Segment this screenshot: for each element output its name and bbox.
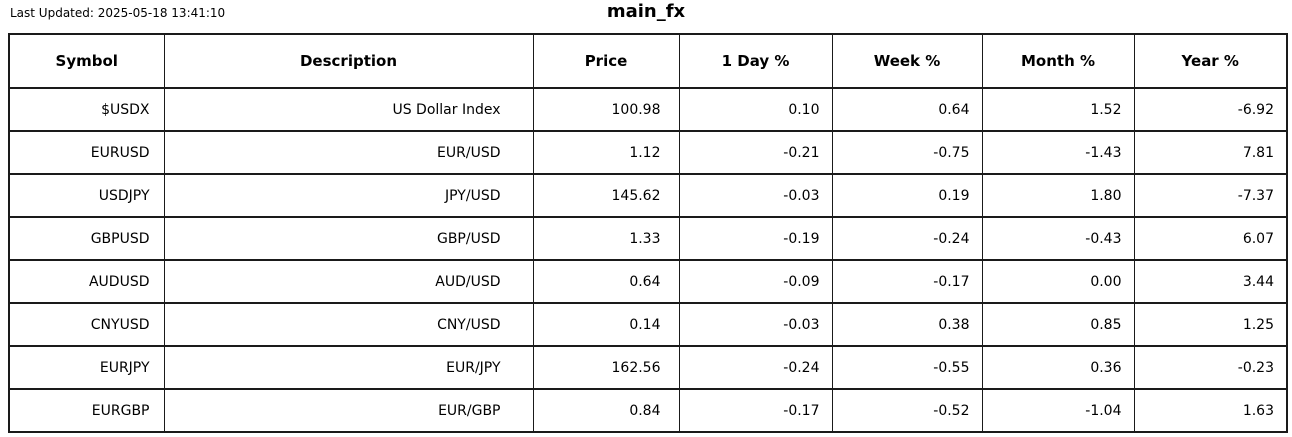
description-cell: GBP/USD (163, 216, 534, 261)
symbol-cell: USDJPY (8, 173, 165, 218)
week-percent-cell: -0.55 (831, 345, 983, 390)
table-row: EURJPY EUR/JPY 162.56 -0.24 -0.55 0.36 -0.23 (8, 345, 1288, 390)
page-title: main_fx (606, 1, 686, 22)
price-cell: 1.12 (532, 130, 680, 175)
price-cell: 1.33 (532, 216, 680, 261)
table-row: AUDUSD AUD/USD 0.64 -0.09 -0.17 0.00 3.44 (8, 259, 1288, 304)
symbol-cell: AUDUSD (8, 259, 165, 304)
day-percent-cell: -0.09 (678, 259, 833, 304)
fx-table-body: $USDX US Dollar Index 100.98 0.10 0.64 1.52 -6… (8, 87, 1288, 433)
column-header-year: Year % (1133, 33, 1288, 89)
month-percent-cell: 0.36 (981, 345, 1135, 390)
month-percent-cell: -1.43 (981, 130, 1135, 175)
day-percent-cell: -0.21 (678, 130, 833, 175)
column-header-price: Price (532, 33, 680, 89)
column-header-month: Month % (981, 33, 1135, 89)
last-updated-text: Last Updated: 2025-05-18 13:41:10 (10, 6, 226, 20)
price-cell: 100.98 (532, 87, 680, 132)
description-cell: AUD/USD (163, 259, 534, 304)
price-cell: 0.14 (532, 302, 680, 347)
table-row: USDJPY JPY/USD 145.62 -0.03 0.19 1.80 -7.37 (8, 173, 1288, 218)
header-row: Symbol Description Price 1 Day % Week % … (8, 33, 1288, 89)
description-cell: CNY/USD (163, 302, 534, 347)
price-cell: 145.62 (532, 173, 680, 218)
month-percent-cell: -1.04 (981, 388, 1135, 433)
fx-table-header: Symbol Description Price 1 Day % Week % … (8, 33, 1288, 89)
year-percent-cell: 1.25 (1133, 302, 1288, 347)
month-percent-cell: 0.00 (981, 259, 1135, 304)
year-percent-cell: -6.92 (1133, 87, 1288, 132)
column-header-1day: 1 Day % (678, 33, 833, 89)
year-percent-cell: -7.37 (1133, 173, 1288, 218)
symbol-cell: $USDX (8, 87, 165, 132)
week-percent-cell: -0.75 (831, 130, 983, 175)
day-percent-cell: -0.17 (678, 388, 833, 433)
year-percent-cell: 1.63 (1133, 388, 1288, 433)
column-header-description: Description (163, 33, 534, 89)
week-percent-cell: -0.17 (831, 259, 983, 304)
symbol-cell: EURGBP (8, 388, 165, 433)
symbol-cell: CNYUSD (8, 302, 165, 347)
week-percent-cell: 0.38 (831, 302, 983, 347)
description-cell: US Dollar Index (163, 87, 534, 132)
week-percent-cell: 0.19 (831, 173, 983, 218)
day-percent-cell: 0.10 (678, 87, 833, 132)
price-cell: 0.64 (532, 259, 680, 304)
symbol-cell: GBPUSD (8, 216, 165, 261)
month-percent-cell: 1.52 (981, 87, 1135, 132)
table-row: EURGBP EUR/GBP 0.84 -0.17 -0.52 -1.04 1.63 (8, 388, 1288, 433)
day-percent-cell: -0.24 (678, 345, 833, 390)
year-percent-cell: 6.07 (1133, 216, 1288, 261)
month-percent-cell: 0.85 (981, 302, 1135, 347)
table-row: EURUSD EUR/USD 1.12 -0.21 -0.75 -1.43 7.81 (8, 130, 1288, 175)
day-percent-cell: -0.03 (678, 173, 833, 218)
fx-table: Symbol Description Price 1 Day % Week % … (8, 33, 1288, 433)
description-cell: EUR/USD (163, 130, 534, 175)
price-cell: 0.84 (532, 388, 680, 433)
symbol-cell: EURUSD (8, 130, 165, 175)
column-header-week: Week % (831, 33, 983, 89)
description-cell: EUR/JPY (163, 345, 534, 390)
month-percent-cell: -0.43 (981, 216, 1135, 261)
month-percent-cell: 1.80 (981, 173, 1135, 218)
week-percent-cell: -0.24 (831, 216, 983, 261)
description-cell: JPY/USD (163, 173, 534, 218)
table-row: GBPUSD GBP/USD 1.33 -0.19 -0.24 -0.43 6.07 (8, 216, 1288, 261)
week-percent-cell: -0.52 (831, 388, 983, 433)
year-percent-cell: 3.44 (1133, 259, 1288, 304)
symbol-cell: EURJPY (8, 345, 165, 390)
year-percent-cell: 7.81 (1133, 130, 1288, 175)
description-cell: EUR/GBP (163, 388, 534, 433)
column-header-symbol: Symbol (8, 33, 165, 89)
week-percent-cell: 0.64 (831, 87, 983, 132)
table-row: CNYUSD CNY/USD 0.14 -0.03 0.38 0.85 1.25 (8, 302, 1288, 347)
day-percent-cell: -0.19 (678, 216, 833, 261)
price-cell: 162.56 (532, 345, 680, 390)
year-percent-cell: -0.23 (1133, 345, 1288, 390)
day-percent-cell: -0.03 (678, 302, 833, 347)
table-row: $USDX US Dollar Index 100.98 0.10 0.64 1.52 -6… (8, 87, 1288, 132)
